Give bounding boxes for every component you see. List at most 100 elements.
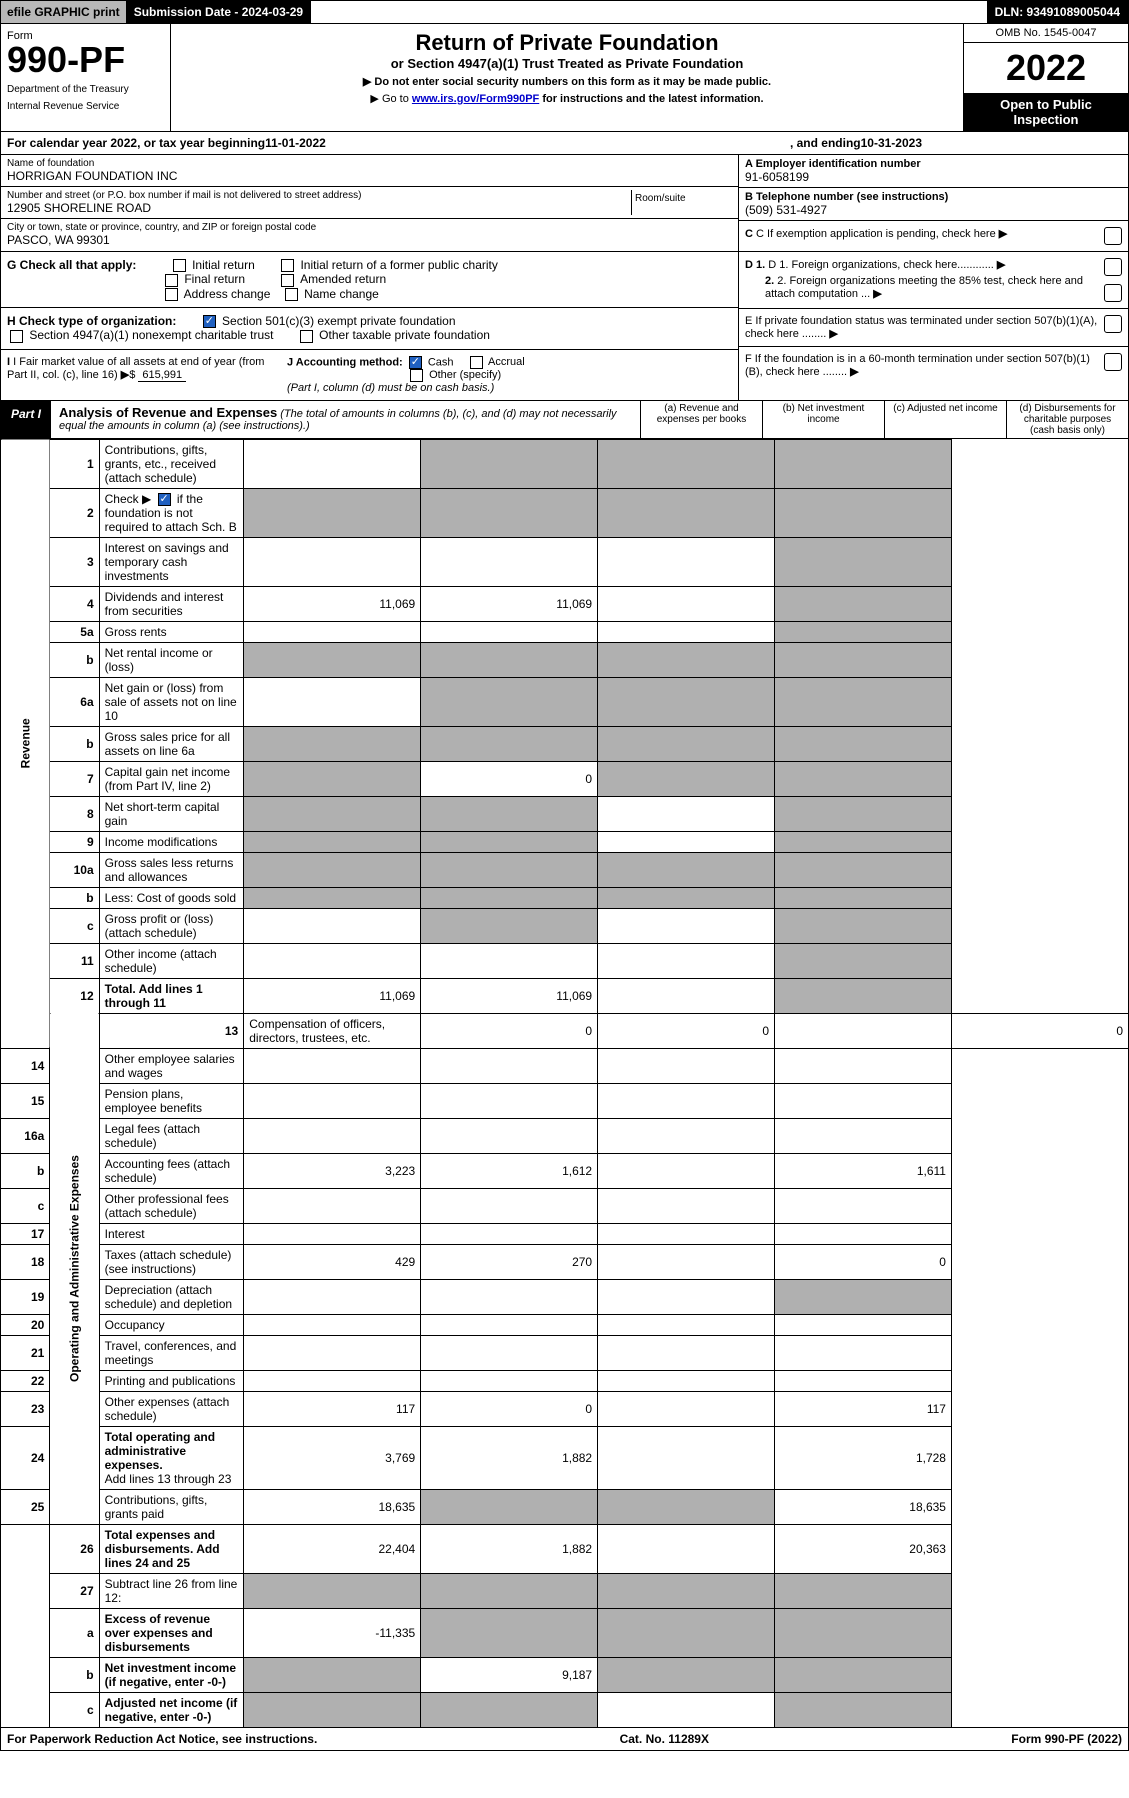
table-row: bNet rental income or (loss) xyxy=(1,642,1129,677)
part1-header: Part I Analysis of Revenue and Expenses … xyxy=(0,401,1129,439)
checkbox-e[interactable] xyxy=(1104,315,1122,333)
section-i: I I Fair market value of all assets at e… xyxy=(1,350,281,400)
checkbox-final-return[interactable] xyxy=(165,274,178,287)
section-ij: I I Fair market value of all assets at e… xyxy=(1,350,738,400)
header-center: Return of Private Foundation or Section … xyxy=(171,24,963,131)
checkbox-initial-former[interactable] xyxy=(281,259,294,272)
table-row: 21Travel, conferences, and meetings xyxy=(1,1335,1129,1370)
checkbox-name-change[interactable] xyxy=(285,288,298,301)
calendar-year-row: For calendar year 2022, or tax year begi… xyxy=(0,132,1129,155)
page-footer: For Paperwork Reduction Act Notice, see … xyxy=(0,1728,1129,1751)
table-row: 2Check ▶ if the foundation is not requir… xyxy=(1,488,1129,537)
checkbox-amended[interactable] xyxy=(281,274,294,287)
efile-badge: efile GRAPHIC print xyxy=(1,1,126,23)
checkbox-schb[interactable] xyxy=(158,493,171,506)
table-row: 15Pension plans, employee benefits xyxy=(1,1083,1129,1118)
table-row: cOther professional fees (attach schedul… xyxy=(1,1188,1129,1223)
city-row: City or town, state or province, country… xyxy=(1,219,738,250)
form-note1: ▶ Do not enter social security numbers o… xyxy=(177,75,957,88)
year-begin: 11-01-2022 xyxy=(265,136,326,150)
table-row: 16aLegal fees (attach schedule) xyxy=(1,1118,1129,1153)
r4a: 11,069 xyxy=(244,586,421,621)
open-public-badge: Open to Public Inspection xyxy=(964,93,1128,131)
entity-right: A Employer identification number 91-6058… xyxy=(738,155,1128,251)
col-a-head: (a) Revenue and expenses per books xyxy=(640,401,762,438)
footer-left: For Paperwork Reduction Act Notice, see … xyxy=(7,1732,317,1746)
checkbox-cash[interactable] xyxy=(409,356,422,369)
dept-treasury: Department of the Treasury xyxy=(7,84,164,95)
spacer xyxy=(311,1,986,23)
table-row: 26Total expenses and disbursements. Add … xyxy=(1,1524,1129,1573)
table-row: 4Dividends and interest from securities1… xyxy=(1,586,1129,621)
table-row: 10aGross sales less returns and allowanc… xyxy=(1,852,1129,887)
checkbox-4947a1[interactable] xyxy=(10,330,23,343)
fmv-value: 615,991 xyxy=(138,369,186,382)
side-revenue: Revenue xyxy=(1,439,50,1048)
submission-date: Submission Date - 2024-03-29 xyxy=(126,1,311,23)
form-number: 990-PF xyxy=(7,42,164,78)
street-address: 12905 SHORELINE ROAD xyxy=(7,201,631,215)
table-row: 11Other income (attach schedule) xyxy=(1,943,1129,978)
entity-info: Name of foundation HORRIGAN FOUNDATION I… xyxy=(0,155,1129,252)
checkbox-address-change[interactable] xyxy=(165,288,178,301)
table-row: 18Taxes (attach schedule) (see instructi… xyxy=(1,1244,1129,1279)
table-row: cGross profit or (loss) (attach schedule… xyxy=(1,908,1129,943)
table-row: 6aNet gain or (loss) from sale of assets… xyxy=(1,677,1129,726)
checkbox-other-taxable[interactable] xyxy=(300,330,313,343)
footer-center: Cat. No. 11289X xyxy=(317,1732,1011,1746)
dln: DLN: 93491089005044 xyxy=(987,1,1128,23)
table-row: 17Interest xyxy=(1,1223,1129,1244)
header-right: OMB No. 1545-0047 2022 Open to Public In… xyxy=(963,24,1128,131)
table-row: 9Income modifications xyxy=(1,831,1129,852)
form990pf-link[interactable]: www.irs.gov/Form990PF xyxy=(412,93,539,105)
r7b: 0 xyxy=(421,761,598,796)
form-header: Form 990-PF Department of the Treasury I… xyxy=(0,24,1129,132)
ein-row: A Employer identification number 91-6058… xyxy=(739,155,1128,188)
r4b: 11,069 xyxy=(421,586,598,621)
part1-desc: Analysis of Revenue and Expenses (The to… xyxy=(51,401,640,438)
table-row: 25Contributions, gifts, grants paid18,63… xyxy=(1,1489,1129,1524)
checkbox-other-method[interactable] xyxy=(410,369,423,382)
section-g: G Check all that apply: Initial return I… xyxy=(1,252,738,308)
checkbox-accrual[interactable] xyxy=(470,356,483,369)
table-row: 27Subtract line 26 from line 12: xyxy=(1,1573,1129,1608)
table-row: 3Interest on savings and temporary cash … xyxy=(1,537,1129,586)
table-row: bNet investment income (if negative, ent… xyxy=(1,1657,1129,1692)
table-row: Operating and Administrative Expenses 13… xyxy=(1,1013,1129,1048)
col-d-head: (d) Disbursements for charitable purpose… xyxy=(1006,401,1128,438)
ghij-left: G Check all that apply: Initial return I… xyxy=(1,252,738,400)
header-left: Form 990-PF Department of the Treasury I… xyxy=(1,24,171,131)
table-row: bGross sales price for all assets on lin… xyxy=(1,726,1129,761)
checkbox-c[interactable] xyxy=(1104,227,1122,245)
checkbox-initial-return[interactable] xyxy=(173,259,186,272)
ghij-right: D 1. D 1. Foreign organizations, check h… xyxy=(738,252,1128,400)
section-h: H Check type of organization: Section 50… xyxy=(1,308,738,350)
efile-text: efile GRAPHIC print xyxy=(7,5,120,19)
checkbox-501c3[interactable] xyxy=(203,315,216,328)
table-row: 19Depreciation (attach schedule) and dep… xyxy=(1,1279,1129,1314)
form-note2: ▶ Go to www.irs.gov/Form990PF for instru… xyxy=(177,92,957,105)
table-row: aExcess of revenue over expenses and dis… xyxy=(1,1608,1129,1657)
section-f: F If the foundation is in a 60-month ter… xyxy=(739,347,1128,384)
checkbox-f[interactable] xyxy=(1104,353,1122,371)
table-row: bAccounting fees (attach schedule)3,2231… xyxy=(1,1153,1129,1188)
form-subtitle: or Section 4947(a)(1) Trust Treated as P… xyxy=(177,56,957,71)
footer-right: Form 990-PF (2022) xyxy=(1011,1732,1122,1746)
side-expenses: Operating and Administrative Expenses xyxy=(50,1013,99,1524)
form-title: Return of Private Foundation xyxy=(177,30,957,56)
ein-value: 91-6058199 xyxy=(745,170,1122,184)
section-e: E If private foundation status was termi… xyxy=(739,309,1128,347)
table-row: 20Occupancy xyxy=(1,1314,1129,1335)
table-row: 5aGross rents xyxy=(1,621,1129,642)
table-row: 7Capital gain net income (from Part IV, … xyxy=(1,761,1129,796)
table-row: 14Other employee salaries and wages xyxy=(1,1048,1129,1083)
checkbox-d2[interactable] xyxy=(1104,284,1122,302)
table-row: 12Total. Add lines 1 through 1111,06911,… xyxy=(1,978,1129,1013)
col-b-head: (b) Net investment income xyxy=(762,401,884,438)
table-row: cAdjusted net income (if negative, enter… xyxy=(1,1692,1129,1727)
checkbox-d1[interactable] xyxy=(1104,258,1122,276)
table-row: 23Other expenses (attach schedule)117011… xyxy=(1,1391,1129,1426)
room-label: Room/suite xyxy=(635,193,729,204)
table-row: bLess: Cost of goods sold xyxy=(1,887,1129,908)
table-row: 22Printing and publications xyxy=(1,1370,1129,1391)
